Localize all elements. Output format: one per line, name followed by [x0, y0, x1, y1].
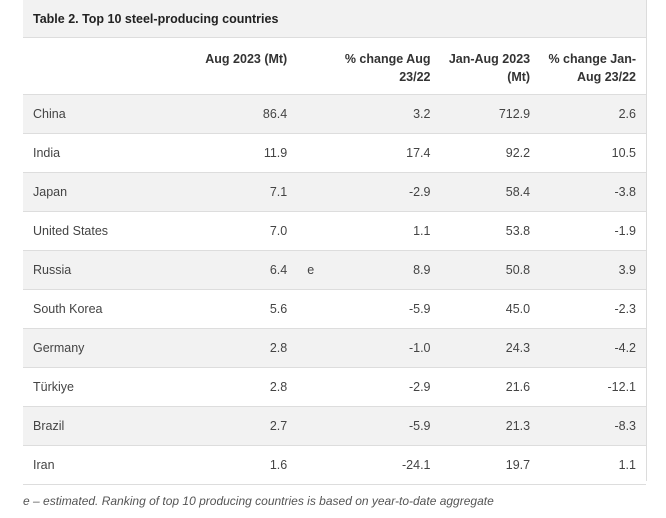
- cell-jan-aug-2023: 92.2: [505, 145, 531, 160]
- cell-note: [287, 172, 326, 211]
- cell-aug-2023: 7.0: [269, 223, 288, 238]
- cell-aug-2023: 6.4: [269, 262, 288, 277]
- cell-pct-change-aug: 1.1: [413, 223, 431, 238]
- cell-jan-aug-2023: 21.6: [505, 379, 531, 394]
- cell-note: [287, 133, 326, 172]
- cell-jan-aug-2023: 19.7: [505, 457, 531, 472]
- cell-pct-change-aug: -2.9: [408, 379, 431, 394]
- cell-country: Germany: [33, 340, 85, 355]
- table-row: South Korea 5.6 -5.9 45.0 -2.3: [23, 289, 646, 328]
- cell-country: Iran: [33, 457, 55, 472]
- cell-note: [287, 328, 326, 367]
- table-row: China 86.4 3.2 712.9 2.6: [23, 94, 646, 133]
- cell-jan-aug-2023: 24.3: [505, 340, 531, 355]
- cell-pct-change-jan-aug: 10.5: [611, 145, 636, 160]
- header-pct-change-jan-aug: % change Jan-Aug 23/22: [530, 38, 646, 95]
- cell-pct-change-jan-aug: -3.8: [614, 184, 636, 199]
- cell-aug-2023: 2.7: [269, 418, 288, 433]
- cell-pct-change-aug: -2.9: [408, 184, 431, 199]
- table-row: Iran 1.6 -24.1 19.7 1.1: [23, 445, 646, 484]
- cell-country: South Korea: [33, 301, 103, 316]
- cell-note: [287, 445, 326, 484]
- cell-note: [287, 211, 326, 250]
- cell-aug-2023: 5.6: [269, 301, 288, 316]
- cell-country: Türkiye: [33, 379, 74, 394]
- cell-jan-aug-2023: 21.3: [505, 418, 531, 433]
- cell-aug-2023: 2.8: [269, 340, 288, 355]
- header-note: [287, 38, 326, 95]
- table-row: Germany 2.8 -1.0 24.3 -4.2: [23, 328, 646, 367]
- cell-aug-2023: 11.9: [263, 145, 288, 160]
- cell-note: e: [307, 262, 315, 277]
- cell-aug-2023: 2.8: [269, 379, 288, 394]
- cell-pct-change-jan-aug: -2.3: [614, 301, 636, 316]
- cell-pct-change-jan-aug: 3.9: [618, 262, 636, 277]
- table-row: Türkiye 2.8 -2.9 21.6 -12.1: [23, 367, 646, 406]
- cell-pct-change-aug: -5.9: [408, 418, 431, 433]
- cell-pct-change-aug: -24.1: [402, 457, 431, 472]
- table-row: Brazil 2.7 -5.9 21.3 -8.3: [23, 406, 646, 445]
- table-header-row: Aug 2023 (Mt) % change Aug 23/22 Jan-Aug…: [23, 38, 646, 95]
- cell-note: [287, 289, 326, 328]
- cell-country: United States: [33, 223, 109, 238]
- cell-country: China: [33, 106, 66, 121]
- cell-pct-change-aug: 8.9: [413, 262, 431, 277]
- cell-pct-change-jan-aug: 1.1: [618, 457, 636, 472]
- cell-pct-change-aug: 3.2: [413, 106, 431, 121]
- cell-aug-2023: 7.1: [269, 184, 288, 199]
- cell-jan-aug-2023: 50.8: [505, 262, 531, 277]
- cell-pct-change-jan-aug: -12.1: [607, 379, 637, 394]
- table-footnote: e – estimated. Ranking of top 10 produci…: [23, 494, 494, 508]
- cell-jan-aug-2023: 712.9: [498, 106, 531, 121]
- cell-note: [287, 406, 326, 445]
- cell-pct-change-jan-aug: 2.6: [618, 106, 636, 121]
- table-title: Table 2. Top 10 steel-producing countrie…: [23, 0, 646, 38]
- table-row: Russia 6.4 e 8.9 50.8 3.9: [23, 250, 646, 289]
- header-aug-2023: Aug 2023 (Mt): [175, 38, 288, 95]
- cell-country: Japan: [33, 184, 68, 199]
- cell-pct-change-jan-aug: -4.2: [614, 340, 636, 355]
- steel-production-table: Aug 2023 (Mt) % change Aug 23/22 Jan-Aug…: [23, 38, 646, 485]
- table-row: India 11.9 17.4 92.2 10.5: [23, 133, 646, 172]
- cell-pct-change-aug: 17.4: [406, 145, 431, 160]
- cell-country: India: [33, 145, 61, 160]
- table-row: United States 7.0 1.1 53.8 -1.9: [23, 211, 646, 250]
- header-pct-change-aug: % change Aug 23/22: [325, 38, 431, 95]
- cell-note: [287, 94, 326, 133]
- cell-pct-change-jan-aug: -1.9: [614, 223, 636, 238]
- cell-jan-aug-2023: 45.0: [505, 301, 531, 316]
- cell-pct-change-aug: -1.0: [408, 340, 431, 355]
- cell-pct-change-aug: -5.9: [408, 301, 431, 316]
- cell-note: [287, 367, 326, 406]
- table-row: Japan 7.1 -2.9 58.4 -3.8: [23, 172, 646, 211]
- header-country: [23, 38, 176, 95]
- cell-aug-2023: 1.6: [269, 457, 288, 472]
- cell-country: Russia: [33, 262, 72, 277]
- cell-jan-aug-2023: 58.4: [505, 184, 531, 199]
- cell-pct-change-jan-aug: -8.3: [614, 418, 636, 433]
- cell-country: Brazil: [33, 418, 65, 433]
- cell-aug-2023: 86.4: [262, 106, 288, 121]
- table-body: China 86.4 3.2 712.9 2.6 India 11.9 17.4 92.2 10.…: [23, 94, 646, 484]
- steel-table-container: Table 2. Top 10 steel-producing countrie…: [23, 0, 647, 484]
- cell-jan-aug-2023: 53.8: [505, 223, 531, 238]
- header-jan-aug-2023: Jan-Aug 2023 (Mt): [430, 38, 531, 95]
